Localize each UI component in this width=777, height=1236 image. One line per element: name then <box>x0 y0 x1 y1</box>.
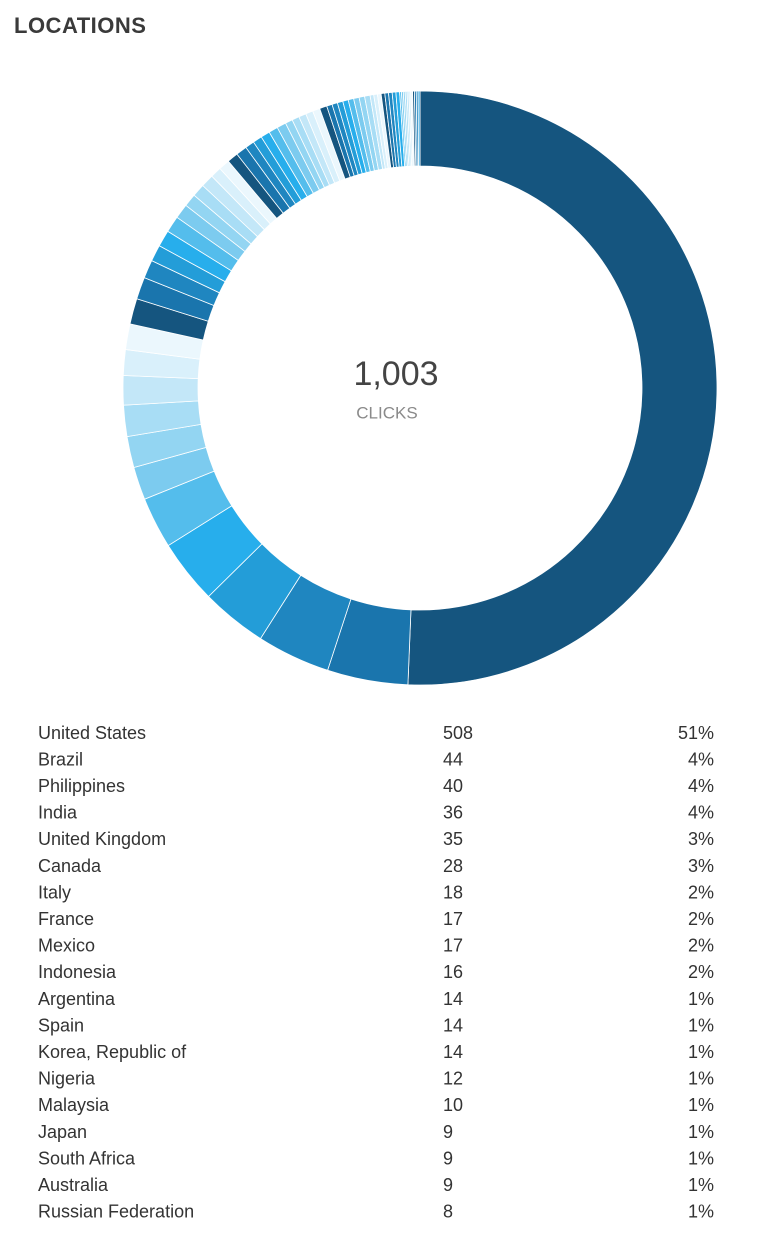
total-clicks: 1,003 <box>353 355 438 393</box>
click-percent: 1% <box>688 1148 714 1168</box>
country-name: Spain <box>38 1015 84 1035</box>
donut-slice <box>407 90 718 686</box>
click-count: 28 <box>443 856 463 876</box>
click-count: 9 <box>443 1175 453 1195</box>
donut-slice <box>122 375 199 406</box>
country-name: Canada <box>38 856 102 876</box>
country-name: Australia <box>38 1175 109 1195</box>
click-count: 508 <box>443 723 473 743</box>
click-percent: 3% <box>688 829 714 849</box>
click-percent: 2% <box>688 962 714 982</box>
click-percent: 3% <box>688 856 714 876</box>
country-name: India <box>38 803 78 823</box>
click-percent: 1% <box>688 1069 714 1089</box>
click-percent: 1% <box>688 989 714 1009</box>
click-count: 16 <box>443 962 463 982</box>
country-name: United States <box>38 723 146 743</box>
panel-title: LOCATIONS <box>14 13 146 38</box>
click-percent: 1% <box>688 1095 714 1115</box>
country-name: France <box>38 909 94 929</box>
click-percent: 1% <box>688 1042 714 1062</box>
donut-slice <box>417 90 421 167</box>
click-count: 14 <box>443 1042 463 1062</box>
country-name: United Kingdom <box>38 829 166 849</box>
click-count: 12 <box>443 1069 463 1089</box>
country-name: Argentina <box>38 989 116 1009</box>
click-count: 14 <box>443 1015 463 1035</box>
click-percent: 2% <box>688 936 714 956</box>
country-name: Italy <box>38 882 71 902</box>
click-percent: 2% <box>688 909 714 929</box>
country-name: Korea, Republic of <box>38 1042 187 1062</box>
total-caption: CLICKS <box>356 403 417 422</box>
country-name: Russian Federation <box>38 1202 194 1222</box>
country-name: Philippines <box>38 776 125 796</box>
click-percent: 1% <box>688 1175 714 1195</box>
click-count: 36 <box>443 803 463 823</box>
country-name: Malaysia <box>38 1095 110 1115</box>
click-percent: 4% <box>688 776 714 796</box>
click-count: 40 <box>443 776 463 796</box>
click-count: 17 <box>443 909 463 929</box>
click-count: 35 <box>443 829 463 849</box>
click-percent: 4% <box>688 803 714 823</box>
click-count: 18 <box>443 882 463 902</box>
click-count: 8 <box>443 1202 453 1222</box>
country-name: South Africa <box>38 1148 136 1168</box>
country-name: Mexico <box>38 936 95 956</box>
click-percent: 51% <box>678 723 714 743</box>
country-name: Brazil <box>38 749 83 769</box>
click-count: 9 <box>443 1122 453 1142</box>
click-count: 17 <box>443 936 463 956</box>
click-percent: 1% <box>688 1015 714 1035</box>
locations-table: United States 508 51% Brazil 44 4% Philippines… <box>38 723 714 1222</box>
click-count: 9 <box>443 1148 453 1168</box>
click-count: 44 <box>443 749 463 769</box>
click-percent: 1% <box>688 1122 714 1142</box>
country-name: Nigeria <box>38 1069 96 1089</box>
country-name: Japan <box>38 1122 87 1142</box>
donut-chart <box>122 90 718 686</box>
click-percent: 2% <box>688 882 714 902</box>
click-percent: 4% <box>688 749 714 769</box>
click-percent: 1% <box>688 1202 714 1222</box>
click-count: 10 <box>443 1095 463 1115</box>
country-name: Indonesia <box>38 962 117 982</box>
click-count: 14 <box>443 989 463 1009</box>
